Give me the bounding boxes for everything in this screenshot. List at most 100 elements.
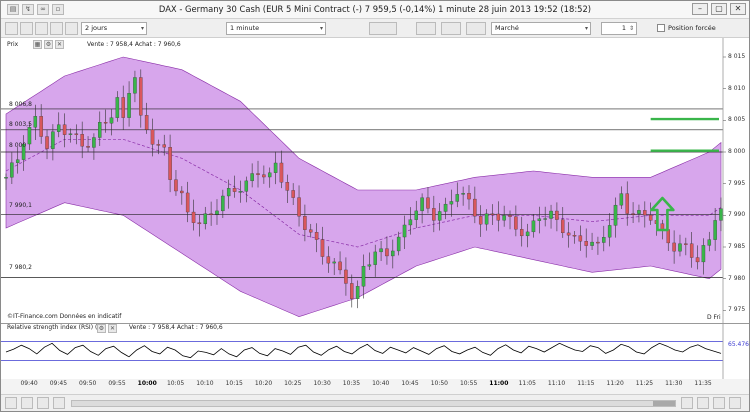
candle[interactable] <box>561 219 565 234</box>
candle[interactable] <box>361 265 366 287</box>
candle[interactable] <box>537 218 542 221</box>
candle[interactable] <box>566 232 571 236</box>
print-icon[interactable] <box>21 397 33 409</box>
candle[interactable] <box>309 229 313 233</box>
timeframe-dropdown[interactable]: 1 minute ▾ <box>226 22 326 35</box>
candle[interactable] <box>168 147 172 180</box>
ticket-icon[interactable] <box>441 22 461 35</box>
candle[interactable] <box>232 188 237 192</box>
candle[interactable] <box>391 250 395 257</box>
candle[interactable] <box>285 182 290 191</box>
candle[interactable] <box>648 214 653 221</box>
candle[interactable] <box>144 115 149 130</box>
pin-icon[interactable]: ↯ <box>22 4 34 15</box>
candle[interactable] <box>496 213 501 221</box>
candle[interactable] <box>525 231 530 237</box>
settings-icon[interactable]: ⚙ <box>44 40 53 49</box>
candle[interactable] <box>619 193 624 206</box>
candle[interactable] <box>86 146 90 148</box>
candle[interactable] <box>127 93 131 118</box>
candle[interactable] <box>478 216 483 225</box>
candle[interactable] <box>332 261 336 264</box>
candle[interactable] <box>414 210 418 220</box>
candle[interactable] <box>197 222 202 225</box>
candle[interactable] <box>426 197 430 209</box>
candle[interactable] <box>344 269 348 284</box>
close-icon[interactable]: ✕ <box>730 3 746 15</box>
candle[interactable] <box>80 134 84 147</box>
candle[interactable] <box>531 220 536 233</box>
candle[interactable] <box>320 239 325 257</box>
chart-type-icon[interactable] <box>369 22 397 35</box>
candle[interactable] <box>695 257 700 263</box>
candle[interactable] <box>508 215 512 217</box>
candle[interactable] <box>215 210 219 215</box>
candle[interactable] <box>701 245 706 263</box>
candle[interactable] <box>150 129 155 145</box>
candle[interactable] <box>461 193 465 195</box>
delete-icon[interactable] <box>37 397 49 409</box>
candle[interactable] <box>449 201 454 205</box>
candle[interactable] <box>203 213 208 225</box>
candle[interactable] <box>625 193 629 214</box>
candle[interactable] <box>256 173 260 175</box>
lock-icon[interactable]: ▫ <box>52 4 64 15</box>
candle[interactable] <box>156 144 161 146</box>
candle[interactable] <box>672 242 676 252</box>
candle[interactable] <box>543 218 547 220</box>
candle[interactable] <box>437 211 442 221</box>
fit-icon[interactable] <box>713 397 725 409</box>
candle[interactable] <box>689 243 694 258</box>
candle[interactable] <box>643 210 647 216</box>
forced-position-checkbox[interactable] <box>657 24 665 32</box>
candle[interactable] <box>226 188 231 197</box>
candle[interactable] <box>666 229 671 244</box>
candle[interactable] <box>180 190 184 194</box>
candle[interactable] <box>514 216 518 230</box>
candle[interactable] <box>92 137 96 148</box>
candle[interactable] <box>45 136 49 149</box>
candle[interactable] <box>267 172 272 178</box>
candle[interactable] <box>191 211 196 223</box>
candle[interactable] <box>39 116 43 137</box>
candle[interactable] <box>367 264 372 267</box>
candle[interactable] <box>549 210 553 219</box>
candle[interactable] <box>314 232 319 240</box>
candle[interactable] <box>373 251 377 265</box>
candle[interactable] <box>432 208 436 221</box>
candle[interactable] <box>578 235 583 242</box>
candle[interactable] <box>250 173 254 182</box>
candle[interactable] <box>402 224 407 238</box>
up-arrow-annotation[interactable] <box>650 196 675 232</box>
candle[interactable] <box>303 216 307 230</box>
candle[interactable] <box>209 213 213 215</box>
draw-tool-icon[interactable] <box>50 22 63 35</box>
candle[interactable] <box>68 133 73 135</box>
candle[interactable] <box>15 159 20 163</box>
link-icon[interactable]: ∞ <box>37 4 49 15</box>
candle[interactable] <box>596 241 600 244</box>
candle[interactable] <box>291 190 295 198</box>
candle[interactable] <box>467 193 471 200</box>
candle[interactable] <box>115 97 120 118</box>
candle[interactable] <box>660 223 665 230</box>
candle[interactable] <box>109 117 114 124</box>
quantity-stepper[interactable]: 1 ⇕ <box>601 22 637 35</box>
chart-menu-icon[interactable]: ▤ <box>7 4 19 15</box>
candle[interactable] <box>297 197 301 217</box>
order-type-dropdown[interactable]: Marché ▾ <box>491 22 591 35</box>
candle[interactable] <box>684 243 688 245</box>
zoom-out-icon[interactable] <box>5 397 17 409</box>
candle[interactable] <box>590 241 594 246</box>
period-dropdown[interactable]: 2 jours ▾ <box>81 22 147 35</box>
sync-icon[interactable] <box>20 22 33 35</box>
alert-icon[interactable] <box>466 22 486 35</box>
candle[interactable] <box>326 256 331 264</box>
candle[interactable] <box>408 219 413 226</box>
candle[interactable] <box>103 122 108 124</box>
candle[interactable] <box>174 179 178 192</box>
zoom-in-icon[interactable] <box>697 397 709 409</box>
close-panel-icon[interactable]: ✕ <box>55 40 64 49</box>
candle[interactable] <box>221 195 225 212</box>
candle[interactable] <box>631 213 635 215</box>
